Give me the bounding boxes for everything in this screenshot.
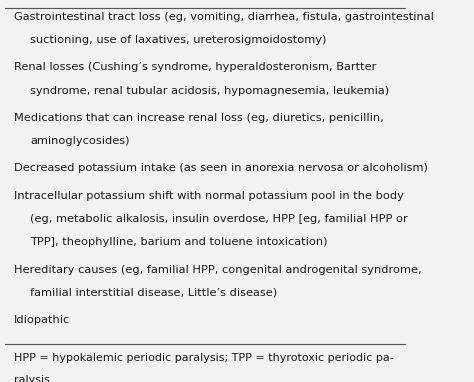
- Text: Gastrointestinal tract loss (eg, vomiting, diarrhea, fistula, gastrointestinal: Gastrointestinal tract loss (eg, vomitin…: [14, 11, 434, 22]
- Text: HPP = hypokalemic periodic paralysis; TPP = thyrotoxic periodic pa-: HPP = hypokalemic periodic paralysis; TP…: [14, 353, 393, 363]
- Text: Idiopathic: Idiopathic: [14, 315, 70, 325]
- Text: suctioning, use of laxatives, ureterosigmoidostomy): suctioning, use of laxatives, ureterosig…: [30, 35, 326, 45]
- Text: TPP], theophylline, barium and toluene intoxication): TPP], theophylline, barium and toluene i…: [30, 237, 328, 248]
- Text: (eg, metabolic alkalosis, insulin overdose, HPP [eg, familial HPP or: (eg, metabolic alkalosis, insulin overdo…: [30, 214, 408, 224]
- Text: syndrome, renal tubular acidosis, hypomagnesemia, leukemia): syndrome, renal tubular acidosis, hypoma…: [30, 86, 389, 96]
- Text: Renal losses (Cushing’s syndrome, hyperaldosteronism, Bartter: Renal losses (Cushing’s syndrome, hypera…: [14, 62, 376, 72]
- Text: Medications that can increase renal loss (eg, diuretics, penicillin,: Medications that can increase renal loss…: [14, 113, 383, 123]
- Text: Hereditary causes (eg, familial HPP, congenital androgenital syndrome,: Hereditary causes (eg, familial HPP, con…: [14, 265, 421, 275]
- Text: Intracellular potassium shift with normal potassium pool in the body: Intracellular potassium shift with norma…: [14, 191, 403, 201]
- Text: familial interstitial disease, Little’s disease): familial interstitial disease, Little’s …: [30, 288, 277, 298]
- Text: aminoglycosides): aminoglycosides): [30, 136, 129, 146]
- Text: ralysis.: ralysis.: [14, 375, 53, 382]
- Text: Decreased potassium intake (as seen in anorexia nervosa or alcoholism): Decreased potassium intake (as seen in a…: [14, 163, 428, 173]
